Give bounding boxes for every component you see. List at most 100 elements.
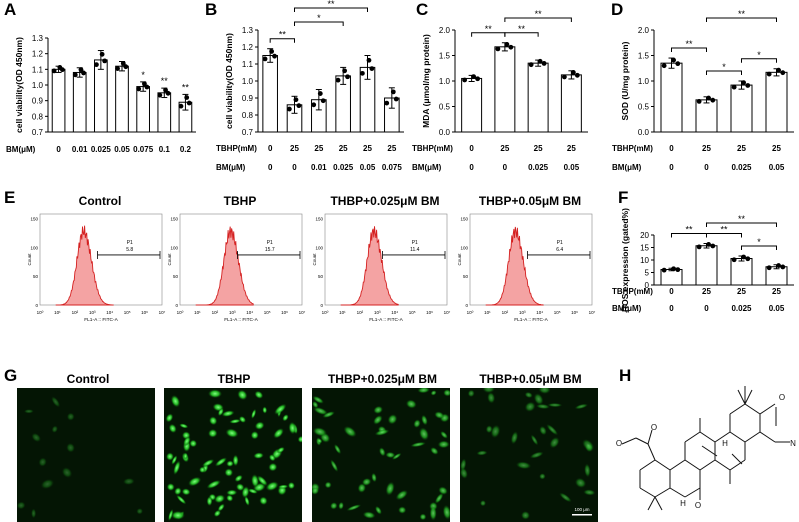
data-point <box>157 92 163 98</box>
cell <box>373 415 383 425</box>
cell <box>371 472 377 483</box>
x-tick-label: 10¹ <box>339 310 346 315</box>
cell <box>181 488 191 496</box>
data-point <box>293 97 299 103</box>
y-tick-label: 1.0 <box>242 77 254 86</box>
micrograph-title-bm-005: THBP+0.05μM BM <box>479 372 582 386</box>
y-tick-label: 1.0 <box>439 77 451 86</box>
cell <box>440 430 448 439</box>
histogram-curve <box>485 226 544 306</box>
y-tick-label: 2.0 <box>638 26 650 35</box>
cell <box>538 388 551 395</box>
condition-value: 25 <box>702 144 711 153</box>
y-tick-label: 150 <box>170 217 178 222</box>
data-point <box>471 74 477 80</box>
cell <box>417 388 430 394</box>
bond <box>744 431 761 443</box>
significance-bracket <box>269 38 295 43</box>
bond <box>684 431 701 443</box>
cell <box>343 425 357 438</box>
cell <box>199 466 206 474</box>
y-axis-label: Count <box>457 253 462 266</box>
atom-label: N <box>790 439 796 448</box>
significance-bracket <box>706 70 742 75</box>
cell <box>262 406 268 414</box>
cell <box>188 476 202 487</box>
bond <box>654 459 671 471</box>
cell <box>312 401 319 409</box>
y-tick-label: 10 <box>640 256 649 265</box>
y-axis-label: Count <box>27 253 32 266</box>
cell <box>165 452 174 461</box>
cell <box>189 439 198 448</box>
scale-bar <box>572 514 592 516</box>
data-point <box>661 63 667 69</box>
bond <box>647 496 656 511</box>
cell <box>443 389 450 397</box>
bar <box>72 71 87 133</box>
bar <box>262 55 278 133</box>
cell <box>136 508 144 515</box>
y-tick-label: 0 <box>645 281 650 290</box>
molecule-structure-icon: O O O O N H H <box>616 386 796 511</box>
data-point <box>745 256 751 262</box>
cell <box>183 452 188 460</box>
condition-value: 0.025 <box>731 163 752 172</box>
condition-value: 0 <box>669 144 674 153</box>
condition-row-label: BM(μM) <box>612 304 642 313</box>
bar-chart-a: 0.7 0.8 0.9 1.0 1.1 1.2 1.3 cell viability(OD 4… <box>6 34 196 154</box>
cell <box>251 408 257 419</box>
x-tick-label: 10⁴ <box>536 310 543 315</box>
x-tick-label: 10² <box>212 310 219 315</box>
cell <box>312 395 324 404</box>
histogram-curve <box>55 225 114 306</box>
gate-label: P1 <box>412 240 418 246</box>
significance-label: ** <box>738 214 746 224</box>
condition-row-label: BM(μM) <box>216 163 246 172</box>
x-tick-label: 10⁷ <box>589 310 596 315</box>
condition-value: 25 <box>339 144 348 153</box>
cell <box>410 441 426 448</box>
condition-value: 0 <box>704 304 709 313</box>
significance-bracket <box>706 222 777 227</box>
data-point <box>272 53 277 59</box>
data-point <box>178 103 184 109</box>
bond <box>729 403 746 415</box>
cell <box>430 446 439 455</box>
cell <box>535 403 550 410</box>
bar <box>51 68 66 133</box>
data-point <box>99 51 105 57</box>
condition-value: 0.025 <box>91 145 112 154</box>
significance-label: * <box>317 13 321 23</box>
condition-value: 0.05 <box>114 145 130 154</box>
significance-label: ** <box>485 24 493 34</box>
data-point <box>780 70 786 76</box>
histogram-title-bm-0025: THBP+0.025μM BM <box>330 194 440 208</box>
atom-label: O <box>695 501 701 510</box>
significance-label: * <box>757 50 761 60</box>
gate-value: 6.4 <box>556 247 563 253</box>
significance-label: ** <box>685 39 693 49</box>
cell <box>583 489 596 496</box>
panel-letter-g: G <box>4 366 18 385</box>
cell <box>574 403 589 410</box>
x-tick-label: 10⁰ <box>322 310 329 315</box>
histogram-curve <box>195 226 254 306</box>
data-point <box>359 70 365 76</box>
cell <box>238 415 247 423</box>
y-tick-label: 100 <box>460 245 468 250</box>
data-point <box>462 77 468 83</box>
cell <box>31 508 37 519</box>
double-bond <box>701 445 718 457</box>
cell <box>385 451 396 459</box>
cell <box>253 452 264 459</box>
data-point <box>706 95 711 101</box>
y-tick-label: 0.5 <box>439 103 451 112</box>
data-point <box>390 89 396 95</box>
cell <box>206 496 213 507</box>
x-tick-label: 10¹ <box>194 310 201 315</box>
x-tick-label: 10³ <box>374 310 381 315</box>
cell <box>168 423 177 434</box>
cell <box>530 434 539 446</box>
